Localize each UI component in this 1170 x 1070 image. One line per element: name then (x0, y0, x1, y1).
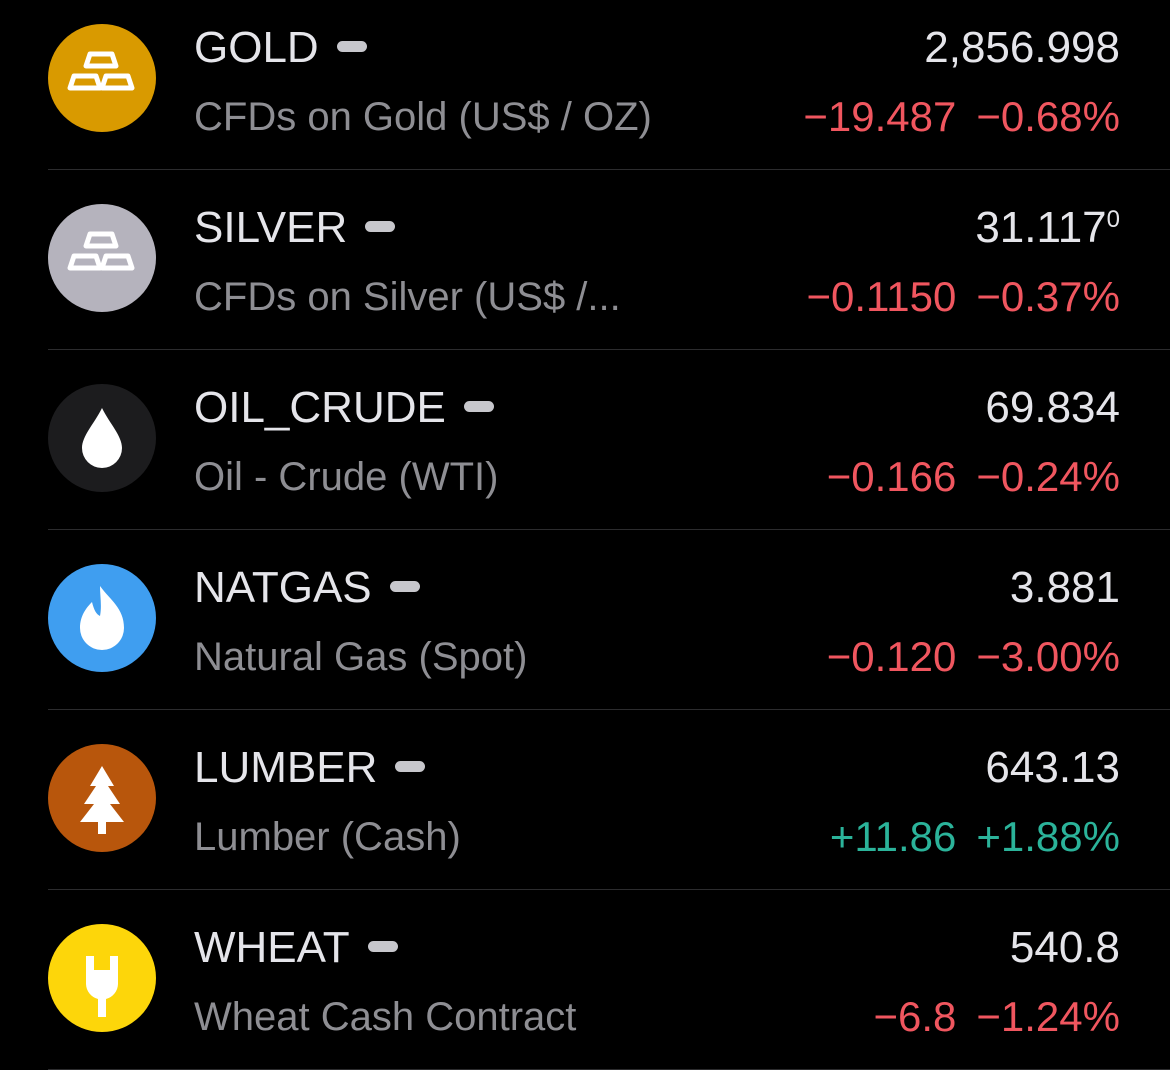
change: −19.487 (803, 93, 957, 140)
symbol-line: SILVER (194, 200, 396, 256)
symbol: WHEAT (194, 923, 350, 972)
change: −6.8 (873, 993, 957, 1040)
price-line: 3.881 (1010, 560, 1120, 616)
description: Oil - Crude (WTI) (194, 455, 499, 499)
change: −0.1150 (806, 273, 957, 320)
change-percent: +1.88% (976, 813, 1120, 860)
watchlist-row[interactable]: OIL_CRUDE Oil - Crude (WTI) 69.834 −0.166 −0… (0, 350, 1170, 530)
change-line: −0.120 −3.00% (827, 629, 1120, 685)
symbol: OIL_CRUDE (194, 383, 446, 432)
symbol-icon (48, 204, 156, 312)
symbol-icon (48, 924, 156, 1032)
change-line: −19.487 −0.68% (803, 89, 1120, 145)
status-pill (365, 220, 396, 232)
symbol-line: WHEAT (194, 920, 398, 976)
symbol: NATGAS (194, 563, 372, 612)
symbol-line: OIL_CRUDE (194, 380, 494, 436)
change-percent: −0.68% (976, 93, 1120, 140)
change-percent: −0.24% (976, 453, 1120, 500)
symbol: GOLD (194, 23, 319, 72)
change: −0.120 (826, 633, 957, 680)
price-line: 31.1170 (975, 200, 1120, 256)
symbol: SILVER (194, 203, 348, 252)
change-line: −0.1150 −0.37% (807, 269, 1121, 325)
change-percent: −3.00% (976, 633, 1120, 680)
price: 69.834 (985, 383, 1120, 432)
symbol-icon (48, 564, 156, 672)
watchlist-row[interactable]: SILVER CFDs on Silver (US$ /... 31.1170 −0.… (0, 170, 1170, 350)
watchlist-row[interactable]: NATGAS Natural Gas (Spot) 3.881 −0.120 −3.00… (0, 530, 1170, 710)
price: 2,856.998 (924, 23, 1120, 72)
separator (48, 529, 1170, 530)
description: Lumber (Cash) (194, 815, 461, 859)
price: 540.8 (1009, 923, 1120, 972)
separator (48, 349, 1170, 350)
change-percent: −0.37% (976, 273, 1120, 320)
watchlist-row[interactable]: WHEAT Wheat Cash Contract 540.8 −6.8 −1.24% (0, 890, 1170, 1070)
symbol-line: NATGAS (194, 560, 420, 616)
description: Natural Gas (Spot) (194, 635, 528, 679)
symbol-icon (48, 384, 156, 492)
symbol-line: LUMBER (194, 740, 426, 796)
price-line: 69.834 (985, 380, 1120, 436)
description: Wheat Cash Contract (194, 995, 577, 1039)
price-line: 540.8 (1010, 920, 1120, 976)
symbol-line: GOLD (194, 20, 367, 76)
watchlist-row[interactable]: GOLD CFDs on Gold (US$ / OZ) 2,856.998 −19.… (0, 0, 1170, 170)
change: −0.166 (826, 453, 957, 500)
price: 31.117 (975, 203, 1107, 252)
change: +11.86 (829, 813, 957, 860)
change-line: −0.166 −0.24% (827, 449, 1120, 505)
price-fraction: 0 (1106, 206, 1120, 233)
separator (48, 709, 1170, 710)
symbol-icon (48, 24, 156, 132)
price: 643.13 (985, 743, 1120, 792)
watchlist-row[interactable]: LUMBER Lumber (Cash) 643.13 +11.86 +1.88% (0, 710, 1170, 890)
price-line: 2,856.998 (924, 20, 1120, 76)
status-pill (463, 400, 494, 412)
separator (48, 889, 1170, 890)
separator (48, 169, 1170, 170)
price: 3.881 (1009, 563, 1120, 612)
symbol-icon (48, 744, 156, 852)
status-pill (367, 940, 398, 952)
description: CFDs on Silver (US$ /... (194, 275, 621, 319)
change-percent: −1.24% (976, 993, 1120, 1040)
change-line: +11.86 +1.88% (830, 809, 1120, 865)
status-pill (336, 40, 367, 52)
status-pill (389, 580, 420, 592)
price-line: 643.13 (985, 740, 1120, 796)
change-line: −6.8 −1.24% (873, 989, 1120, 1045)
description: CFDs on Gold (US$ / OZ) (194, 95, 652, 139)
symbol: LUMBER (194, 743, 378, 792)
status-pill (395, 760, 426, 772)
